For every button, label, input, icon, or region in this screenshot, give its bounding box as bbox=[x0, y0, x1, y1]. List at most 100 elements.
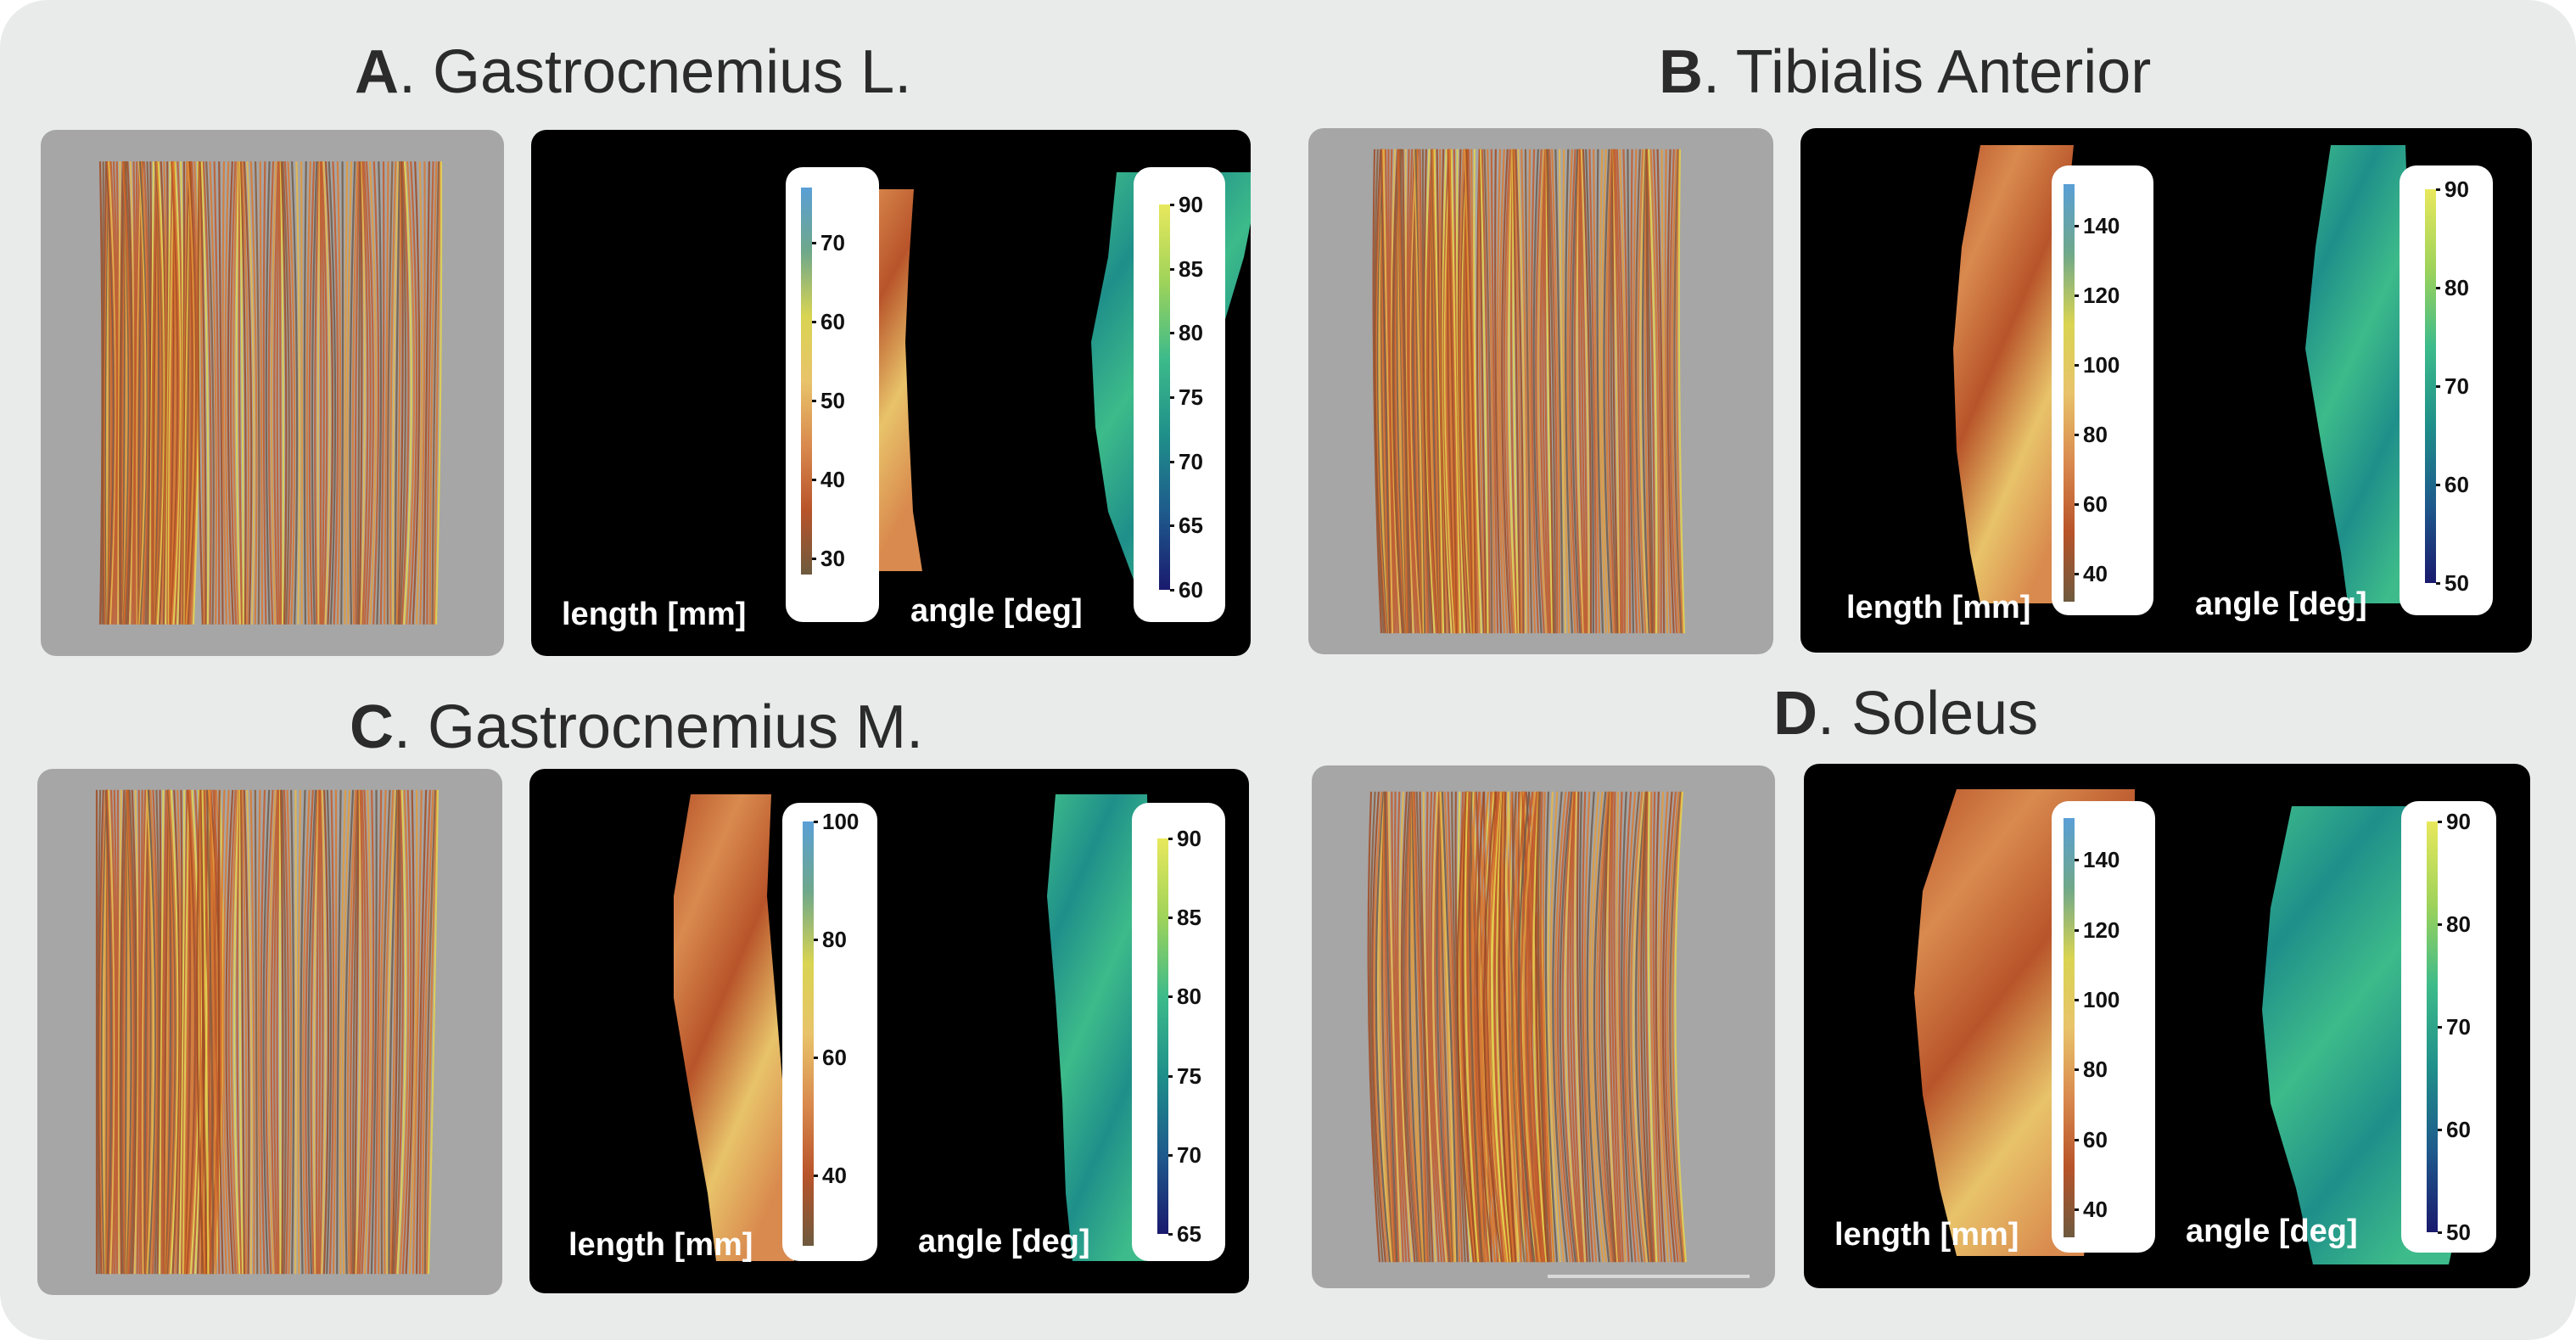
colorbar-tick-label: 60 bbox=[2083, 491, 2108, 518]
panel-c-letter: C bbox=[350, 693, 394, 761]
colorbar-tick-mark bbox=[2075, 294, 2079, 298]
panel-d-fiber-render bbox=[1312, 765, 1775, 1288]
panel-c-length-colorbar: 100 80 60 40 bbox=[782, 803, 877, 1261]
colorbar-tick-label: 60 bbox=[2444, 472, 2469, 497]
colorbar-tick-mark bbox=[1168, 995, 1173, 999]
panel-d-maps: length [mm] angle [deg] 140 120 100 80 60 40 … bbox=[1804, 764, 2530, 1288]
colorbar-tick-mark bbox=[812, 400, 816, 403]
panel-b-fiber-tracts bbox=[1372, 149, 1686, 634]
fiber-bundle bbox=[1456, 791, 1688, 1263]
panel-a-title: A. Gastrocnemius L. bbox=[355, 37, 911, 107]
panel-a-length-label: length [mm] bbox=[562, 597, 747, 632]
colorbar-tick-mark bbox=[814, 1056, 818, 1059]
colorbar-tick-label: 60 bbox=[2083, 1126, 2108, 1152]
panel-a-muscle-name: . Gastrocnemius L. bbox=[399, 38, 912, 106]
colorbar-tick-label: 80 bbox=[1177, 984, 1201, 1010]
colorbar-tick-mark bbox=[814, 821, 818, 823]
panel-b-maps: length [mm] angle [deg] 140 120 100 80 60 40 … bbox=[1800, 128, 2532, 653]
colorbar-tick-label: 75 bbox=[1179, 384, 1203, 410]
colorbar-tick-label: 85 bbox=[1179, 255, 1203, 282]
colorbar-tick-mark bbox=[2438, 1026, 2442, 1029]
colorbar-tick-label: 75 bbox=[1177, 1062, 1201, 1089]
colorbar-tick-mark bbox=[1170, 460, 1174, 463]
length-map-silhouette bbox=[1953, 145, 2074, 603]
colorbar-tick-label: 80 bbox=[1179, 320, 1203, 346]
colorbar-tick-label: 60 bbox=[2446, 1117, 2471, 1142]
colorbar-tick-mark bbox=[2075, 999, 2079, 1002]
colorbar-tick-mark bbox=[2438, 1231, 2442, 1234]
fiber-bundle bbox=[197, 161, 443, 625]
colorbar-tick-label: 60 bbox=[822, 1044, 847, 1070]
colorbar-tick-mark bbox=[812, 321, 816, 324]
panel-b-letter: B bbox=[1659, 38, 1703, 106]
colorbar-tick-mark bbox=[1170, 589, 1174, 592]
panel-b-angle-label: angle [deg] bbox=[2195, 586, 2367, 622]
colorbar-tick-label: 80 bbox=[2444, 275, 2469, 300]
panel-d-letter: D bbox=[1773, 680, 1817, 748]
panel-d-fiber-tracts bbox=[1367, 791, 1688, 1263]
colorbar-tick-label: 70 bbox=[2444, 373, 2469, 399]
colorbar-tick-mark bbox=[2075, 573, 2079, 576]
colorbar-tick-label: 60 bbox=[820, 309, 845, 335]
panel-c-title: C. Gastrocnemius M. bbox=[350, 692, 923, 762]
panel-a-length-gradient bbox=[801, 188, 812, 575]
colorbar-tick-label: 65 bbox=[1179, 513, 1203, 539]
colorbar-tick-mark bbox=[814, 1174, 818, 1177]
colorbar-tick-mark bbox=[812, 558, 816, 561]
colorbar-tick-label: 100 bbox=[822, 809, 860, 834]
colorbar-tick-label: 90 bbox=[1177, 826, 1201, 851]
colorbar-tick-label: 40 bbox=[2083, 1197, 2108, 1223]
panel-b-title: B. Tibialis Anterior bbox=[1659, 37, 2151, 107]
colorbar-tick-label: 100 bbox=[2083, 352, 2120, 378]
colorbar-tick-mark bbox=[1168, 917, 1173, 920]
panel-b-length-label: length [mm] bbox=[1846, 590, 2031, 625]
panel-b-fiber-render bbox=[1308, 128, 1773, 654]
colorbar-tick-label: 140 bbox=[2083, 213, 2120, 239]
colorbar-tick-label: 70 bbox=[2446, 1014, 2471, 1040]
length-map-silhouette bbox=[674, 794, 794, 1261]
panel-d-length-colorbar: 140 120 100 80 60 40 bbox=[2052, 801, 2155, 1253]
panel-a-angle-gradient bbox=[1159, 205, 1170, 590]
colorbar-tick-label: 80 bbox=[822, 926, 847, 952]
panel-c-fiber-tracts bbox=[95, 789, 439, 1275]
colorbar-tick-label: 40 bbox=[820, 467, 845, 493]
panel-c-angle-label: angle [deg] bbox=[918, 1224, 1090, 1259]
colorbar-tick-mark bbox=[2436, 385, 2440, 388]
colorbar-tick-label: 60 bbox=[1179, 577, 1203, 603]
colorbar-tick-label: 90 bbox=[1179, 192, 1203, 217]
panel-c-length-label: length [mm] bbox=[568, 1227, 753, 1263]
colorbar-tick-mark bbox=[2438, 1129, 2442, 1131]
panel-c-muscle-name: . Gastrocnemius M. bbox=[394, 693, 924, 761]
panel-d-length-label: length [mm] bbox=[1834, 1217, 2019, 1253]
panel-c-angle-colorbar: 90 85 80 75 70 65 bbox=[1132, 803, 1225, 1261]
colorbar-tick-label: 70 bbox=[820, 230, 845, 256]
colorbar-tick-label: 40 bbox=[2083, 561, 2108, 587]
panel-b-length-gradient bbox=[2064, 184, 2075, 602]
panel-a-angle-label: angle [deg] bbox=[910, 593, 1083, 629]
colorbar-tick-label: 140 bbox=[2083, 847, 2120, 873]
colorbar-tick-label: 85 bbox=[1177, 905, 1201, 931]
colorbar-tick-mark bbox=[2436, 287, 2440, 289]
colorbar-tick-mark bbox=[2438, 821, 2442, 823]
panel-d-title: D. Soleus bbox=[1773, 679, 2038, 748]
panel-c-fiber-render bbox=[37, 769, 502, 1295]
colorbar-tick-mark bbox=[1170, 332, 1174, 335]
panel-d-angle-gradient bbox=[2427, 821, 2438, 1232]
colorbar-tick-mark bbox=[812, 479, 816, 482]
panel-a-letter: A bbox=[355, 38, 399, 106]
colorbar-tick-mark bbox=[1170, 396, 1174, 399]
fiber-bundle bbox=[1372, 149, 1483, 634]
colorbar-tick-mark bbox=[2075, 225, 2079, 228]
colorbar-tick-label: 70 bbox=[1177, 1141, 1201, 1168]
colorbar-tick-mark bbox=[2075, 1068, 2079, 1072]
panel-d-angle-label: angle [deg] bbox=[2186, 1214, 2358, 1249]
colorbar-tick-label: 50 bbox=[2444, 570, 2469, 596]
colorbar-tick-mark bbox=[1168, 1233, 1173, 1236]
colorbar-tick-mark bbox=[1168, 1153, 1173, 1157]
colorbar-tick-mark bbox=[1170, 267, 1174, 271]
panel-c-maps: length [mm] angle [deg] 100 80 60 40 90 85 80… bbox=[529, 769, 1249, 1293]
colorbar-tick-label: 120 bbox=[2083, 283, 2120, 309]
colorbar-tick-label: 70 bbox=[1179, 448, 1203, 474]
panel-a-angle-colorbar: 90 85 80 75 70 65 60 bbox=[1134, 167, 1225, 622]
colorbar-tick-mark bbox=[2436, 582, 2440, 585]
